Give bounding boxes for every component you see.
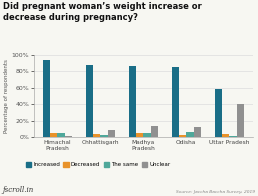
Y-axis label: Percentage of respondents: Percentage of respondents: [4, 59, 9, 133]
Text: Did pregnant woman’s weight increase or
decrease during pregnancy?: Did pregnant woman’s weight increase or …: [3, 2, 201, 22]
Bar: [179, 135, 186, 137]
Bar: [64, 136, 72, 137]
Bar: [143, 133, 150, 137]
Bar: [128, 66, 136, 137]
Bar: [237, 104, 244, 137]
Bar: [150, 126, 158, 137]
Legend: Increased, Decreased, The same, Unclear: Increased, Decreased, The same, Unclear: [23, 160, 172, 170]
Bar: [215, 89, 222, 137]
Bar: [194, 127, 201, 137]
Text: Source: Jaccha Baccha Survey, 2019: Source: Jaccha Baccha Survey, 2019: [176, 190, 255, 194]
Bar: [43, 60, 50, 137]
Bar: [222, 134, 229, 137]
Bar: [136, 133, 143, 137]
Bar: [108, 130, 115, 137]
Bar: [100, 135, 108, 137]
Bar: [172, 67, 179, 137]
Bar: [93, 134, 100, 137]
Text: ƒscroll.in: ƒscroll.in: [3, 186, 34, 194]
Bar: [57, 133, 64, 137]
Bar: [50, 133, 57, 137]
Bar: [86, 65, 93, 137]
Bar: [186, 132, 194, 137]
Bar: [229, 136, 237, 137]
